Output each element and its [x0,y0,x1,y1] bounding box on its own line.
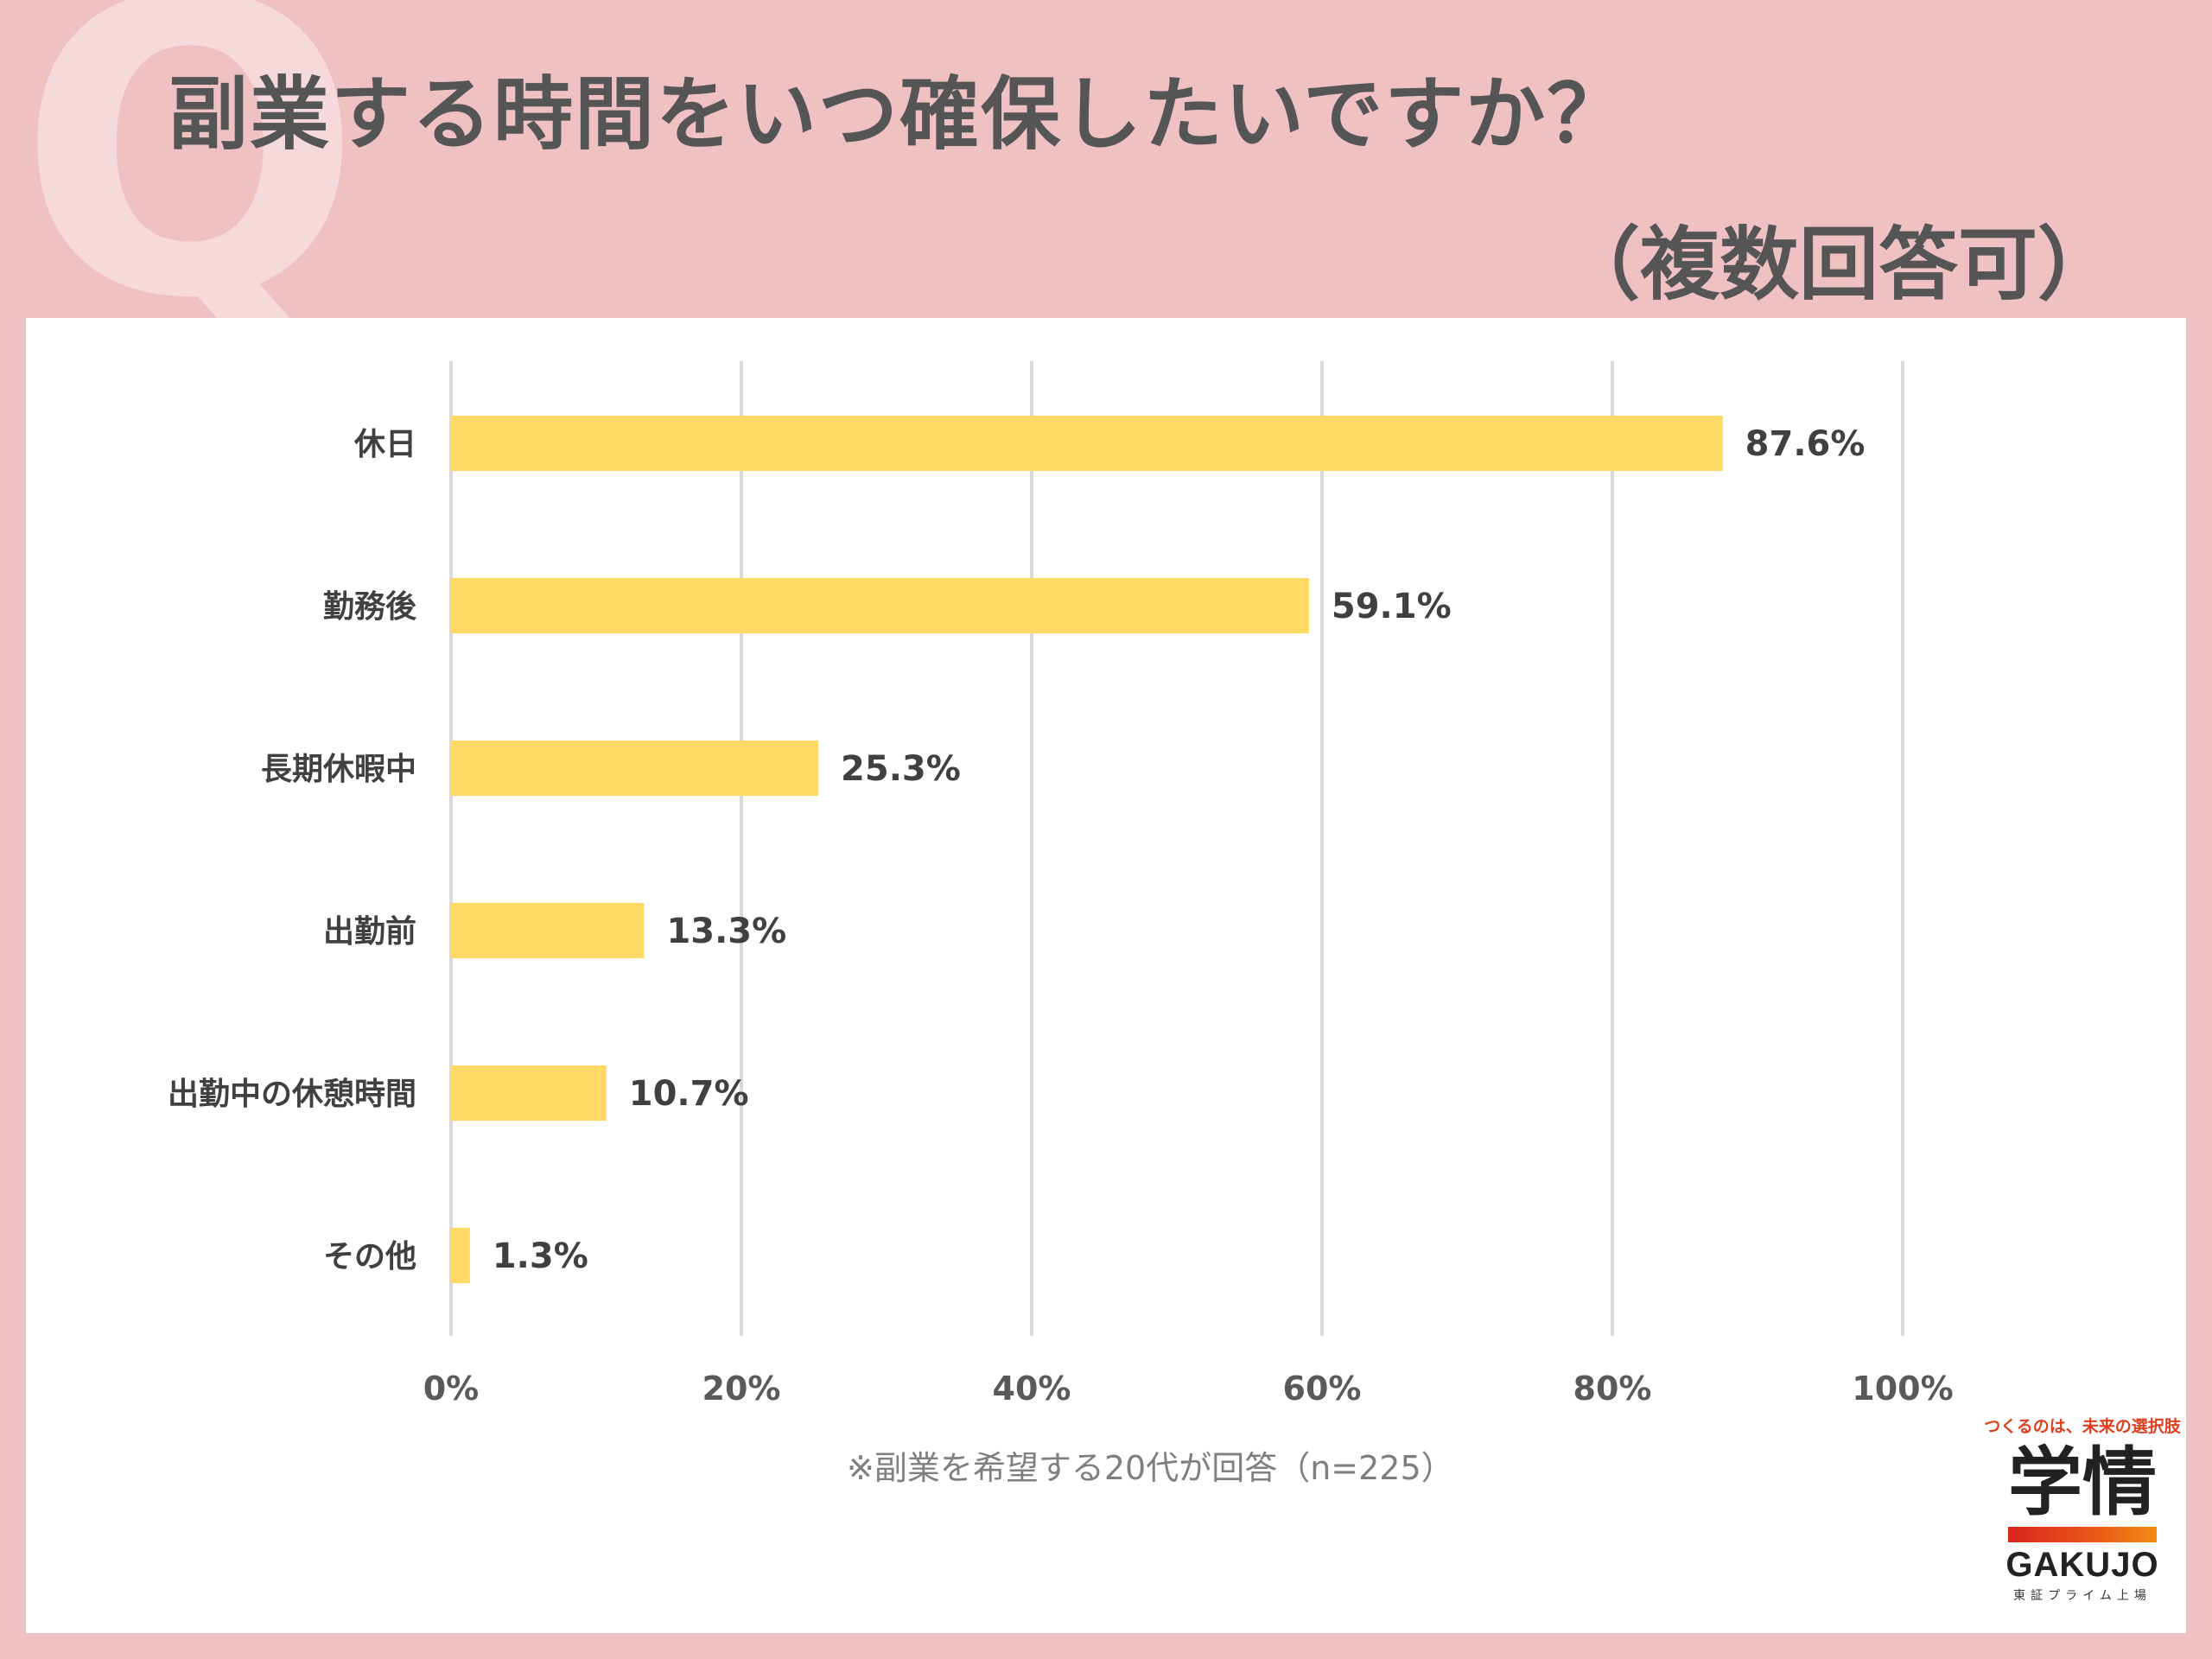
x-tick-label: 40% [993,1370,1071,1408]
x-tick-label: 0% [423,1370,480,1408]
value-label: 1.3% [493,1236,588,1276]
logo-subtext: 東証プライム上場 [2013,1589,2152,1604]
x-tick-label: 80% [1573,1370,1652,1408]
bar [451,416,1723,471]
page-title: 副業する時間をいつ確保したいですか？ [168,68,1629,161]
logo-kanji: 学情 [2008,1440,2157,1526]
value-label: 10.7% [629,1074,749,1114]
y-category-label: 出勤前 [323,914,416,950]
chart-footnote: ※副業を希望する20代が回答（n=225） [847,1449,1454,1487]
bar [451,578,1309,633]
value-label: 59.1% [1332,587,1452,626]
page-subtitle: （複数回答可） [1560,219,2117,311]
value-label: 25.3% [841,749,961,789]
value-label: 13.3% [666,912,786,951]
x-tick-label: 100% [1852,1370,1953,1408]
gakujo-logo: つくるのは、未来の選択肢 学情 GAKUJO 東証プライム上場 [1953,1414,2212,1604]
q-watermark: Q [17,0,363,387]
logo-color-bar [2008,1527,2157,1543]
bar [451,741,819,796]
bar [451,903,645,958]
y-category-label: 長期休暇中 [261,752,416,787]
logo-latin: GAKUJO [2005,1546,2159,1585]
logo-tagline: つくるのは、未来の選択肢 [1984,1417,2181,1436]
bar [451,1065,607,1121]
y-category-label: 勤務後 [323,589,417,625]
x-tick-label: 60% [1283,1370,1362,1408]
bar-chart: 0% 20% 40% 60% 80% 100% 休日 87.6% 勤務後 59.1% 長期休暇中 25… [168,361,1954,1408]
value-label: 87.6% [1745,424,1866,464]
y-category-label: 休日 [353,427,416,462]
bar [451,1228,470,1283]
y-category-label: その他 [323,1239,416,1274]
y-category-label: 出勤中の休憩時間 [168,1077,416,1112]
chart-card: 0% 20% 40% 60% 80% 100% 休日 87.6% 勤務後 59.1% 長期休暇中 25… [26,318,2186,1633]
x-tick-label: 20% [702,1370,781,1408]
